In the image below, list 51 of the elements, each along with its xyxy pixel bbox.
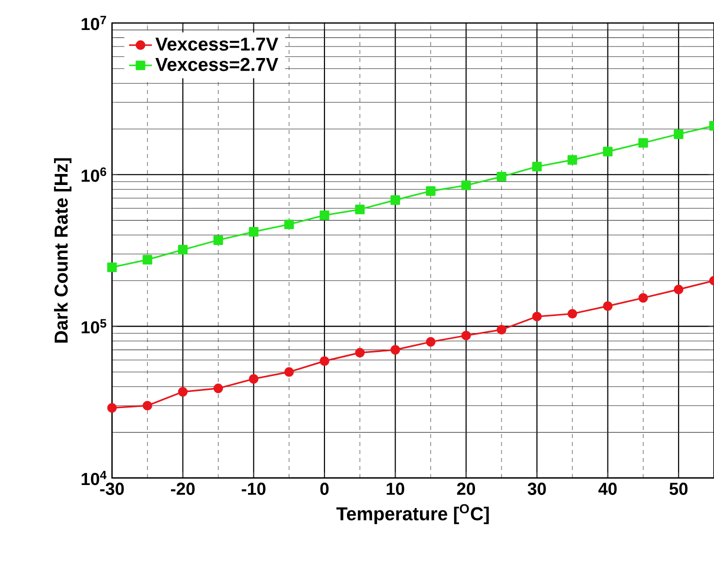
point: [426, 186, 436, 196]
point: [107, 262, 117, 272]
point: [638, 138, 648, 148]
point: [568, 308, 578, 319]
point: [248, 374, 258, 384]
point: [496, 324, 506, 334]
point: [178, 244, 188, 255]
x-tick-label: -20: [170, 482, 195, 495]
point: [602, 301, 613, 311]
y-tick-label: 10$^{5}$: [82, 319, 106, 334]
x-tick-label: 20: [457, 482, 476, 495]
point: [213, 235, 224, 245]
point: [496, 172, 506, 182]
point: [426, 337, 436, 347]
point: [355, 348, 365, 358]
point: [568, 155, 578, 165]
point: [461, 330, 471, 340]
x-tick-label: 0: [320, 482, 329, 495]
x-tick-label: 30: [528, 482, 546, 495]
point: [461, 180, 471, 190]
y-tick-label: 10$^{6}$: [82, 167, 106, 182]
x-tick-label: 40: [598, 482, 617, 495]
point: [390, 345, 400, 355]
point: [248, 226, 258, 237]
point: [107, 403, 117, 413]
point: [674, 129, 684, 139]
x-tick-label: -30: [100, 482, 124, 495]
x-tick-label: -10: [242, 482, 266, 495]
point: [638, 293, 648, 303]
point: [142, 400, 152, 410]
point: [532, 312, 542, 322]
point: [390, 195, 400, 205]
point: [320, 210, 330, 220]
point: [320, 356, 330, 366]
legend-label: Vexcess=2.7V: [155, 58, 278, 72]
y-tick-label: 10$^{4}$: [82, 470, 107, 486]
x-tick-label: 10: [386, 482, 404, 495]
point: [532, 162, 542, 172]
point: [355, 204, 365, 214]
legend-label: Vexcess=1.7V: [155, 38, 278, 51]
x-tick-label: 50: [669, 482, 688, 495]
y-axis-title: Dark Count Rate [Hz]: [54, 158, 72, 343]
point: [213, 384, 224, 394]
x-axis-title: Temperature [$^{O}$C]: [336, 504, 489, 524]
point: [178, 387, 188, 397]
point: [602, 146, 613, 156]
point: [284, 220, 294, 230]
y-tick-label: 10$^{7}$: [82, 16, 106, 30]
point: [284, 367, 294, 377]
point: [674, 284, 684, 294]
point: [142, 254, 152, 264]
